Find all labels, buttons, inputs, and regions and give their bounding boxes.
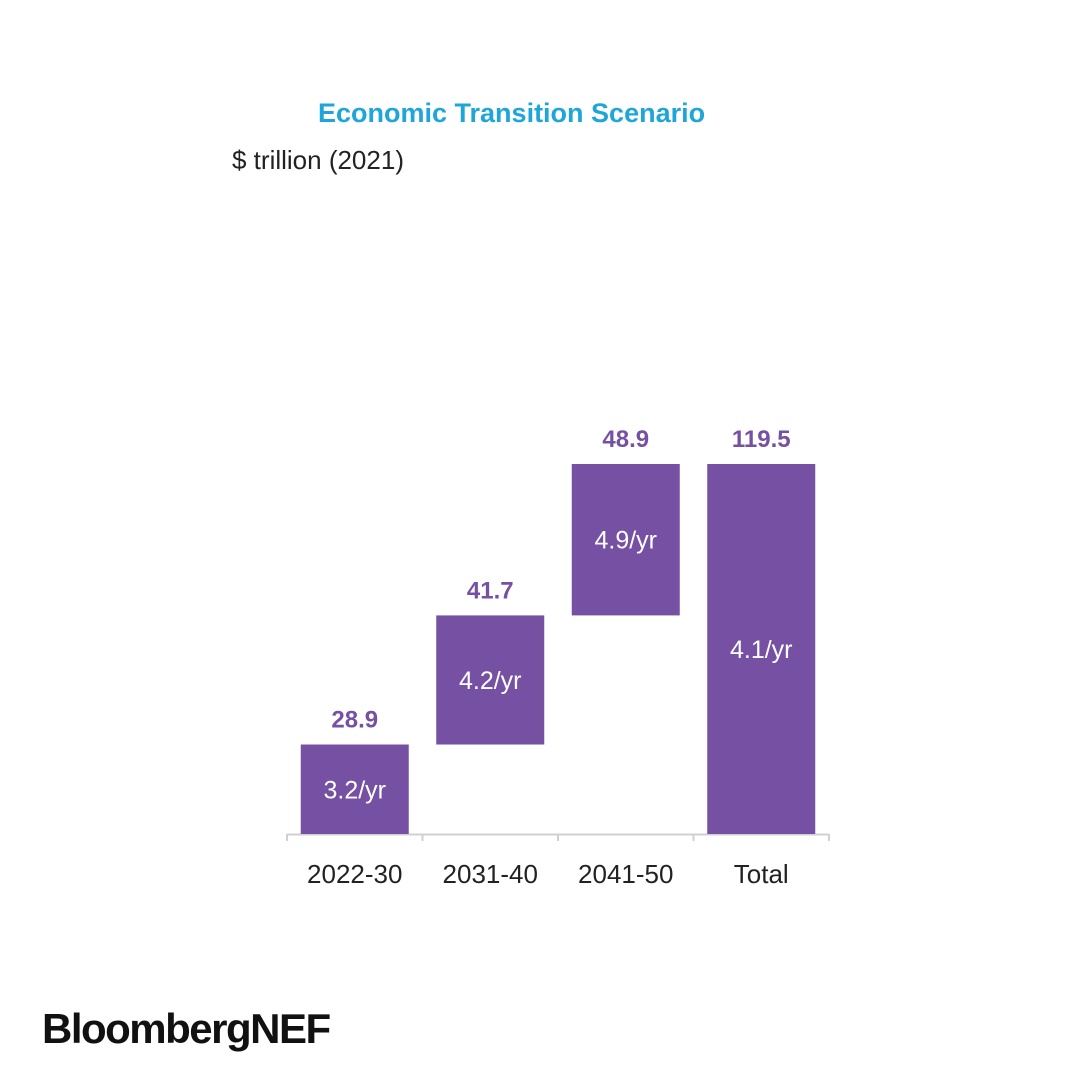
bar-total	[707, 464, 816, 834]
x-tick-label: Total	[734, 859, 789, 889]
bar-2031-40	[436, 615, 545, 745]
x-tick-label: 2031-40	[443, 859, 538, 889]
bar-rate-label: 4.1/yr	[730, 636, 793, 664]
chart-title: Economic Transition Scenario	[318, 98, 706, 128]
x-tick-label: 2022-30	[307, 859, 402, 889]
bar-rate-label: 4.9/yr	[594, 527, 657, 555]
bar-2022-30	[300, 744, 409, 834]
bar-value-label: 28.9	[331, 707, 378, 734]
bloombergnef-logo: BloombergNEF	[42, 1005, 331, 1052]
bar-rate-label: 4.2/yr	[459, 667, 522, 695]
bar-value-label: 119.5	[732, 426, 791, 453]
bar-rate-label: 3.2/yr	[323, 776, 386, 804]
chart-unit-label: $ trillion (2021)	[232, 145, 404, 175]
bar-value-label: 41.7	[467, 577, 514, 604]
x-tick-label: 2041-50	[578, 859, 673, 889]
bar-value-label: 48.9	[602, 426, 649, 453]
bar-2041-50	[571, 464, 680, 616]
